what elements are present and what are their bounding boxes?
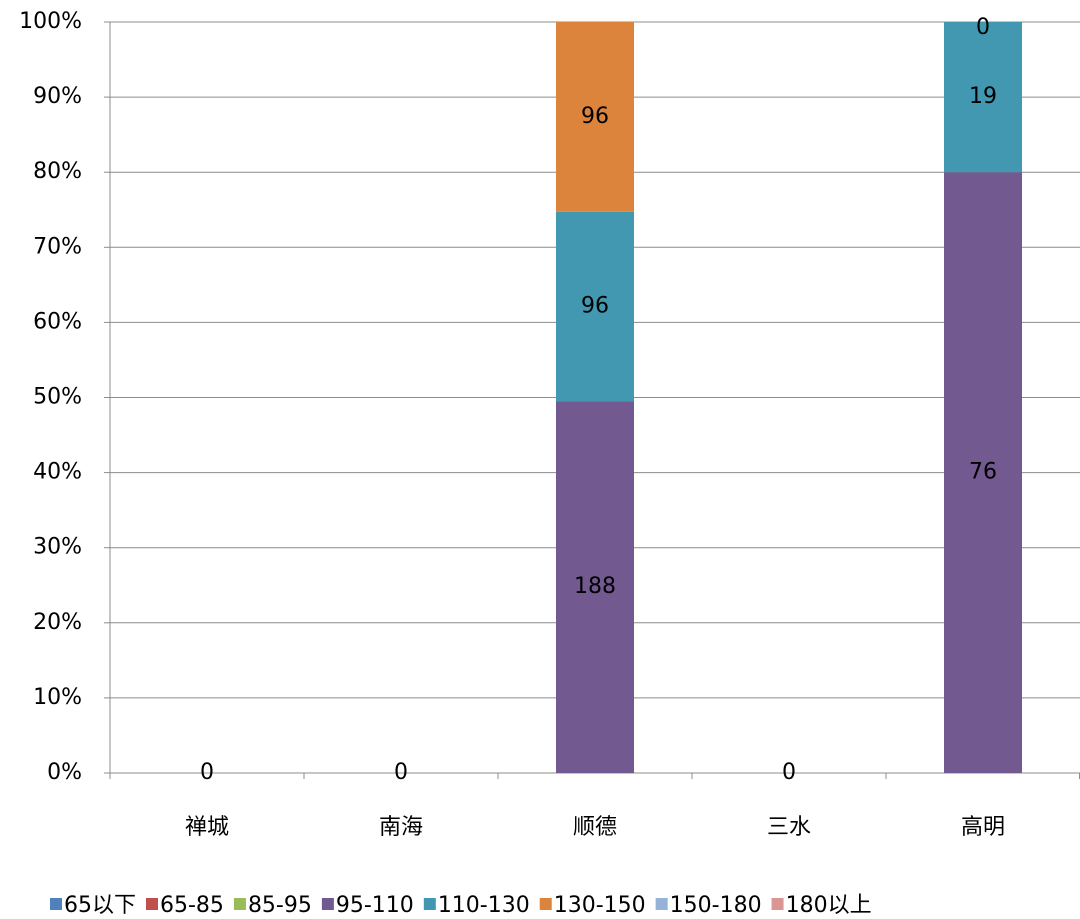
- y-tick-label: 90%: [33, 84, 82, 109]
- bar-segment: [556, 22, 634, 212]
- data-label: 76: [969, 460, 997, 485]
- data-label: 0: [976, 15, 990, 40]
- legend-label: 150-180: [670, 893, 762, 918]
- x-tick-label: 禅城: [185, 815, 229, 840]
- y-tick-label: 20%: [33, 610, 82, 635]
- data-label: 0: [200, 760, 214, 785]
- y-tick-label: 10%: [33, 685, 82, 710]
- bar-segment: [556, 211, 634, 402]
- y-tick-label: 100%: [19, 9, 82, 34]
- legend-label: 65以下: [64, 893, 136, 918]
- x-tick-label: 顺德: [573, 815, 617, 840]
- x-tick-label: 南海: [379, 815, 423, 840]
- y-tick-label: 30%: [33, 535, 82, 560]
- y-tick-label: 70%: [33, 234, 82, 259]
- x-tick-label: 高明: [961, 815, 1005, 840]
- legend-swatch: [233, 898, 246, 910]
- data-label: 96: [581, 104, 609, 129]
- legend-label: 130-150: [554, 893, 646, 918]
- y-tick-label: 0%: [47, 760, 82, 785]
- data-label: 96: [581, 294, 609, 319]
- legend-label: 65-85: [160, 893, 224, 918]
- legend-swatch: [146, 898, 158, 910]
- data-label: 188: [574, 574, 616, 599]
- legend-swatch: [50, 898, 62, 910]
- data-label: 19: [969, 84, 997, 109]
- y-tick-label: 40%: [33, 460, 82, 485]
- y-tick-label: 60%: [33, 309, 82, 334]
- legend-label: 85-95: [248, 893, 312, 918]
- legend-swatch: [539, 898, 552, 910]
- bar-segment: [556, 401, 634, 773]
- legend-label: 95-110: [336, 893, 414, 918]
- data-label: 0: [782, 760, 796, 785]
- x-tick-label: 三水: [767, 815, 811, 840]
- legend-label: 180以上: [786, 893, 872, 918]
- legend-label: 110-130: [438, 893, 530, 918]
- bar-segment: [944, 172, 1022, 773]
- y-tick-label: 80%: [33, 159, 82, 184]
- legend-swatch: [655, 898, 668, 910]
- data-label: 0: [394, 760, 408, 785]
- legend-swatch: [321, 898, 334, 910]
- y-tick-label: 50%: [33, 385, 82, 410]
- legend-swatch: [423, 898, 436, 910]
- legend-swatch: [771, 898, 784, 910]
- bar-segment: [944, 22, 1022, 173]
